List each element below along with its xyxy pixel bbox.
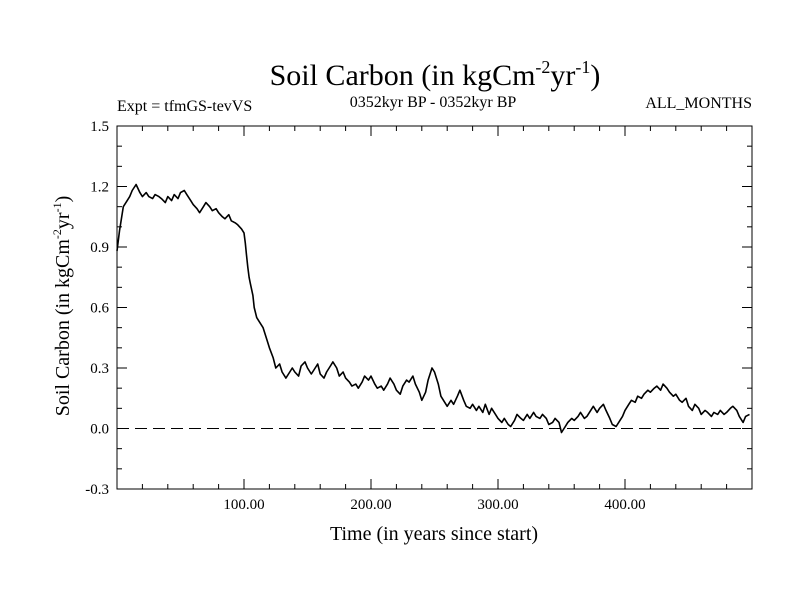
y-tick-label: 0.6 [90, 301, 109, 317]
title-main: Soil Carbon (in kgCm [270, 59, 536, 92]
chart-title: Soil Carbon (in kgCm-2yr-1) [270, 57, 601, 92]
x-tick-label: 100.00 [223, 497, 264, 513]
ylabel-end: ) [52, 196, 74, 203]
x-tick-label: 200.00 [350, 497, 391, 513]
y-axis-label: Soil Carbon (in kgCm-2yr-1) [50, 196, 74, 417]
y-tick-label: 1.2 [90, 180, 109, 196]
subtitle-right: ALL_MONTHS [645, 95, 752, 112]
y-tick-label: 0.0 [90, 422, 109, 438]
subtitle-center: 0352kyr BP - 0352kyr BP [350, 94, 517, 111]
x-axis-label: Time (in years since start) [330, 523, 538, 545]
title-sup2: -1 [575, 57, 590, 77]
title-end: ) [590, 59, 600, 92]
y-tick-label: 0.3 [90, 361, 109, 377]
y-tick-label: 1.5 [90, 119, 109, 135]
subtitle-left: Expt = tfmGS-tevVS [117, 98, 252, 115]
ylabel-main: Soil Carbon (in kgCm [52, 239, 74, 417]
plot-frame [116, 125, 753, 490]
series-line-soil-carbon [116, 183, 750, 434]
title-sup1: -2 [535, 57, 550, 77]
x-tick-label: 400.00 [604, 497, 645, 513]
x-tick-label: 300.00 [477, 497, 518, 513]
y-tick-label: 0.9 [90, 240, 109, 256]
ylabel-sup2: -1 [50, 202, 64, 212]
y-axis-ticks: -0.3 0.0 0.3 0.6 0.9 1.2 1.5 [85, 119, 752, 498]
ylabel-sup1: -2 [50, 229, 64, 239]
x-axis-ticks: 100.00 200.00 300.00 400.00 [141, 126, 728, 513]
title-mid: yr [550, 59, 575, 92]
ylabel-mid: yr [52, 212, 74, 229]
y-tick-label: -0.3 [85, 482, 109, 498]
